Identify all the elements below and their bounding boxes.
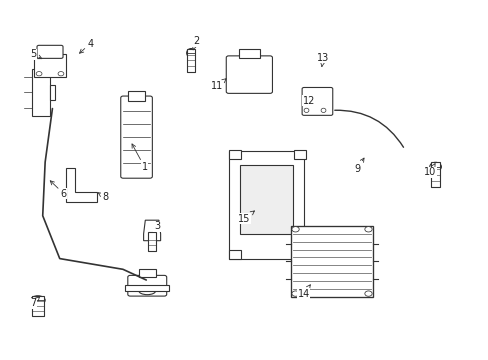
Text: 11: 11 bbox=[210, 79, 225, 91]
Bar bbox=[228, 152, 304, 258]
Text: 2: 2 bbox=[192, 36, 199, 50]
Bar bbox=[290, 226, 372, 297]
Bar bbox=[34, 54, 66, 77]
Text: 3: 3 bbox=[154, 221, 160, 231]
Ellipse shape bbox=[139, 287, 156, 295]
Text: 9: 9 bbox=[353, 158, 363, 174]
Bar bbox=[32, 296, 44, 316]
Ellipse shape bbox=[186, 49, 195, 58]
Bar bbox=[228, 249, 241, 258]
FancyBboxPatch shape bbox=[37, 45, 63, 58]
Ellipse shape bbox=[30, 296, 45, 305]
Bar bbox=[125, 285, 169, 291]
Ellipse shape bbox=[429, 162, 441, 171]
FancyBboxPatch shape bbox=[127, 275, 166, 296]
Bar bbox=[294, 150, 306, 158]
Bar bbox=[139, 269, 156, 277]
Text: 8: 8 bbox=[98, 192, 108, 202]
Bar bbox=[239, 49, 259, 58]
Ellipse shape bbox=[364, 291, 371, 296]
Ellipse shape bbox=[58, 72, 64, 76]
Ellipse shape bbox=[321, 108, 325, 112]
Text: 1: 1 bbox=[132, 144, 147, 172]
Text: 4: 4 bbox=[80, 39, 93, 53]
Ellipse shape bbox=[36, 72, 42, 76]
Ellipse shape bbox=[304, 108, 308, 112]
Text: 7: 7 bbox=[30, 297, 40, 308]
FancyBboxPatch shape bbox=[226, 56, 272, 93]
Bar bbox=[32, 69, 50, 116]
Text: 14: 14 bbox=[297, 285, 310, 298]
Text: 13: 13 bbox=[317, 53, 329, 67]
Polygon shape bbox=[66, 168, 97, 202]
Text: 6: 6 bbox=[50, 181, 66, 199]
Text: 10: 10 bbox=[423, 164, 435, 177]
Bar bbox=[430, 162, 440, 187]
Ellipse shape bbox=[364, 226, 371, 232]
Ellipse shape bbox=[291, 226, 299, 232]
Ellipse shape bbox=[291, 291, 299, 296]
Bar bbox=[127, 91, 145, 102]
Text: 5: 5 bbox=[30, 49, 42, 59]
Bar bbox=[187, 49, 194, 72]
Text: 12: 12 bbox=[302, 96, 314, 106]
Bar bbox=[240, 165, 292, 234]
FancyBboxPatch shape bbox=[302, 87, 332, 115]
Text: 15: 15 bbox=[238, 211, 254, 224]
FancyBboxPatch shape bbox=[121, 96, 152, 178]
Bar bbox=[228, 150, 241, 158]
Bar bbox=[147, 232, 156, 251]
Polygon shape bbox=[143, 220, 160, 241]
Bar bbox=[50, 85, 55, 100]
